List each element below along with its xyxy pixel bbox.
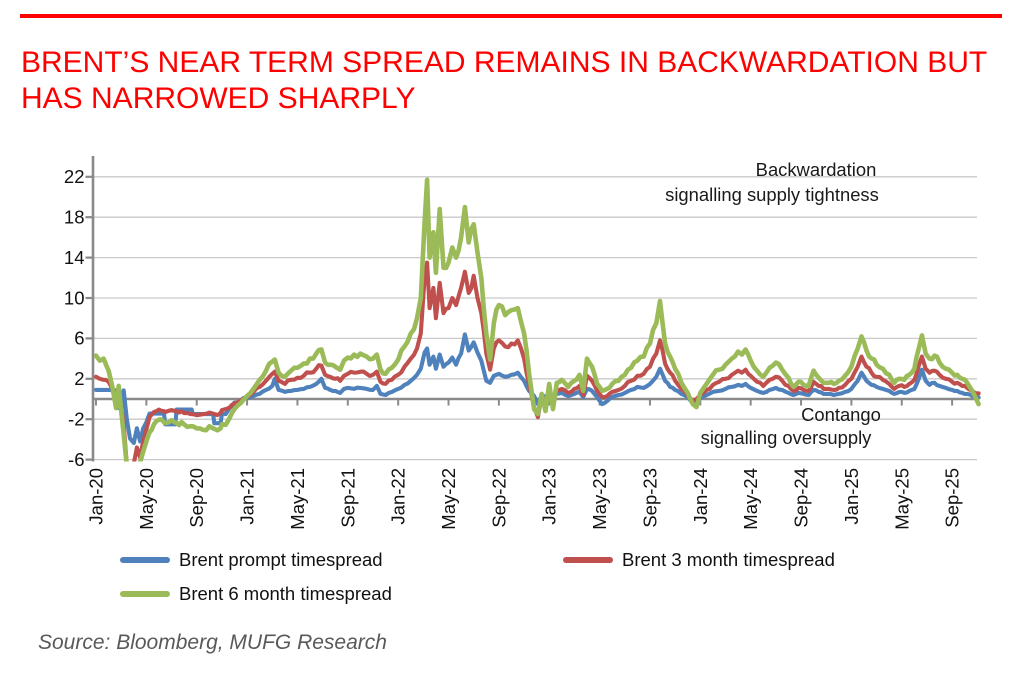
- legend-label-3month: Brent 3 month timespread: [622, 549, 835, 570]
- svg-text:Sep-24: Sep-24: [791, 468, 812, 528]
- grid-lines: [93, 176, 977, 461]
- svg-text:Sep-25: Sep-25: [942, 468, 963, 528]
- legend-item-6month: Brent 6 month timespread: [120, 583, 392, 604]
- legend-label-prompt: Brent prompt timespread: [179, 549, 383, 570]
- svg-text:22: 22: [64, 166, 85, 187]
- legend-item-prompt: Brent prompt timespread: [120, 549, 383, 570]
- svg-text:Jan-22: Jan-22: [388, 468, 409, 525]
- svg-text:2: 2: [74, 368, 84, 389]
- annotation-contango-line1: Contango: [801, 404, 881, 425]
- top-rule: [20, 14, 1002, 18]
- svg-text:10: 10: [64, 287, 85, 308]
- svg-text:May-22: May-22: [438, 468, 459, 530]
- svg-text:Jan-25: Jan-25: [841, 468, 862, 525]
- page-title: BRENT’S NEAR TERM SPREAD REMAINS IN BACK…: [21, 45, 1001, 117]
- annotation-backwardation: Backwardation signalling supply tightnes…: [665, 159, 879, 205]
- svg-text:Sep-21: Sep-21: [337, 468, 358, 528]
- legend-item-3month: Brent 3 month timespread: [563, 549, 835, 570]
- legend-swatch-6month: [120, 591, 170, 597]
- source-credit: Source: Bloomberg, MUFG Research: [38, 631, 387, 654]
- legend-label-6month: Brent 6 month timespread: [179, 583, 392, 604]
- svg-text:18: 18: [64, 207, 85, 228]
- svg-text:May-20: May-20: [136, 468, 157, 530]
- svg-text:-6: -6: [68, 449, 84, 470]
- legend-swatch-prompt: [120, 557, 170, 563]
- svg-text:May-23: May-23: [589, 468, 610, 530]
- svg-text:Jan-23: Jan-23: [539, 468, 560, 525]
- annotation-backwardation-line1: Backwardation: [756, 159, 877, 180]
- svg-text:-2: -2: [68, 409, 84, 430]
- legend-swatch-3month: [563, 557, 613, 563]
- svg-text:May-25: May-25: [891, 468, 912, 530]
- svg-text:Sep-22: Sep-22: [488, 468, 509, 528]
- svg-text:Sep-20: Sep-20: [186, 468, 207, 528]
- page-title-line2: HAS NARROWED SHARPLY: [21, 82, 416, 115]
- svg-text:May-21: May-21: [287, 468, 308, 530]
- annotation-contango: Contango signalling oversupply: [701, 404, 881, 448]
- svg-text:6: 6: [74, 328, 84, 349]
- svg-text:14: 14: [64, 247, 85, 268]
- data-series: [93, 177, 981, 462]
- annotation-contango-line2: signalling oversupply: [701, 427, 873, 448]
- svg-text:Jan-20: Jan-20: [86, 468, 107, 525]
- page-title-line1: BRENT’S NEAR TERM SPREAD REMAINS IN BACK…: [21, 46, 988, 79]
- svg-text:Jan-21: Jan-21: [237, 468, 258, 525]
- svg-text:Jan-24: Jan-24: [690, 468, 711, 525]
- svg-text:May-24: May-24: [740, 468, 761, 530]
- svg-text:Sep-23: Sep-23: [639, 468, 660, 528]
- annotation-backwardation-line2: signalling supply tightness: [665, 184, 879, 205]
